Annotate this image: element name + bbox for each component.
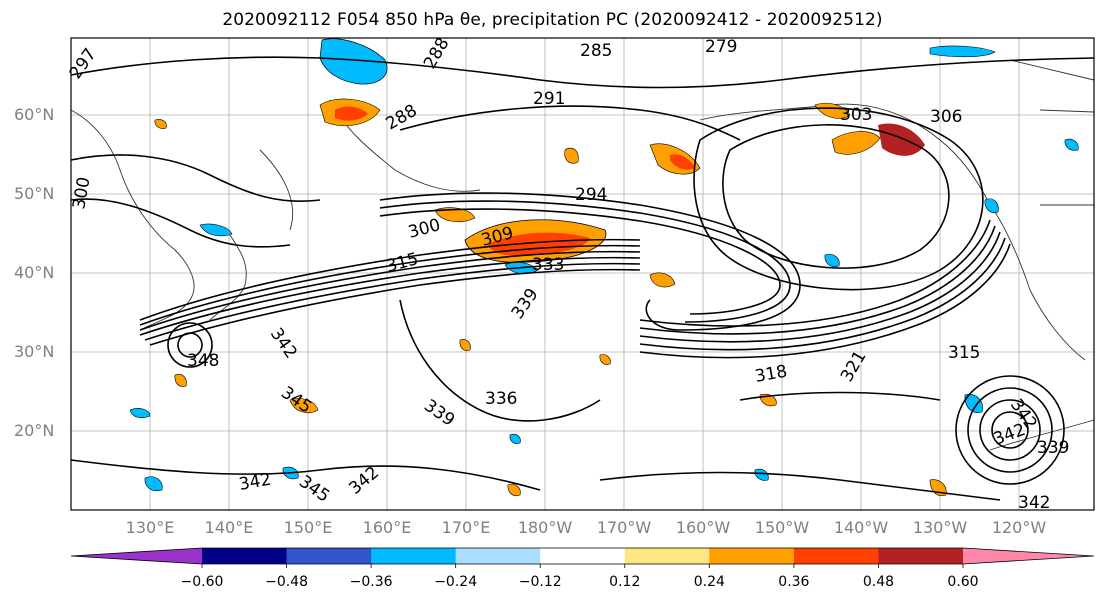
contour-label: 342	[1018, 493, 1050, 513]
colorbar-tick-label: −0.60	[180, 574, 224, 590]
contour-label: 339	[1037, 438, 1069, 458]
contour-label: 333	[532, 255, 564, 275]
contour-label: 315	[948, 343, 980, 363]
colorbar-tick-label: 0.36	[778, 574, 810, 590]
colorbar-extend-min	[71, 548, 202, 564]
contour-label: 306	[930, 107, 962, 127]
lon-label: 140°W	[833, 518, 889, 537]
colorbar-tick-label: 0.24	[693, 574, 725, 590]
lon-label: 150°E	[283, 518, 333, 537]
lat-label-50n: 50°N	[14, 184, 55, 203]
theta-e-contours	[70, 56, 1095, 501]
contour-label: 291	[533, 89, 565, 109]
contour-label: 303	[840, 105, 872, 125]
lon-label: 170°E	[441, 518, 491, 537]
contour-label: 294	[575, 185, 607, 205]
colorbar-swatch	[540, 548, 626, 564]
map-border	[70, 37, 1095, 511]
lon-label: 130°E	[125, 518, 175, 537]
colorbar-swatch	[624, 548, 710, 564]
lat-label-20n: 20°N	[14, 421, 55, 440]
lon-label: 130°W	[912, 518, 968, 537]
colorbar-swatch	[286, 548, 372, 564]
colorbar-tick-label: 0.48	[862, 574, 895, 590]
colorbar-tick-label: −0.36	[349, 574, 393, 590]
map-title: 2020092112 F054 850 hPa θe, precipitatio…	[222, 10, 883, 30]
colorbar-swatch	[878, 548, 964, 564]
colorbar-swatch	[709, 548, 795, 564]
contour-label: 336	[485, 389, 517, 409]
colorbar-swatch	[202, 548, 288, 564]
precip-shading	[129, 38, 1079, 497]
colorbar	[70, 547, 1095, 568]
lon-label: 180°W	[517, 518, 573, 537]
lat-label-60n: 60°N	[14, 105, 55, 124]
lon-label: 120°W	[991, 518, 1047, 537]
contour-label: 279	[705, 37, 737, 57]
lon-label: 140°E	[204, 518, 254, 537]
colorbar-extend-max	[963, 548, 1094, 564]
colorbar-swatch	[793, 548, 879, 564]
colorbar-tick-label: −0.12	[518, 574, 562, 590]
contour-label: 285	[580, 41, 612, 61]
lon-label: 170°W	[596, 518, 652, 537]
colorbar-tick-label: −0.48	[265, 574, 308, 590]
colorbar-swatch	[371, 548, 457, 564]
lon-label: 160°E	[362, 518, 412, 537]
contour-label: 348	[187, 351, 219, 371]
lon-label: 160°W	[675, 518, 731, 537]
graticule	[71, 38, 1094, 510]
colorbar-tick-label: 0.60	[947, 574, 979, 590]
lon-label: 150°W	[754, 518, 810, 537]
lat-label-30n: 30°N	[14, 342, 55, 361]
colorbar-tick-label: −0.24	[434, 574, 478, 590]
colorbar-swatch	[455, 548, 541, 564]
colorbar-tick-label: 0.12	[609, 574, 641, 590]
lat-label-40n: 40°N	[14, 263, 55, 282]
